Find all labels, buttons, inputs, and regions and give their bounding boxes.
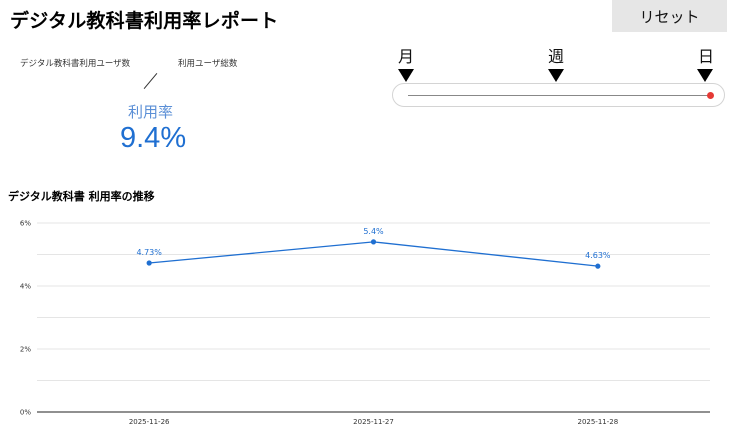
numerator-label: デジタル教科書利用ユーザ数 bbox=[20, 59, 131, 69]
data-label: 5.4% bbox=[363, 227, 384, 236]
rate-label: 利用率 bbox=[128, 103, 174, 121]
x-tick-label: 2025-11-28 bbox=[577, 418, 618, 426]
month-marker-icon bbox=[398, 69, 414, 82]
denominator-label: 利用ユーザ総数 bbox=[178, 59, 238, 69]
data-point bbox=[370, 239, 377, 245]
rate-value: 9.4% bbox=[120, 122, 187, 154]
reset-button[interactable]: リセット bbox=[612, 0, 727, 32]
data-label: 4.73% bbox=[136, 248, 162, 257]
x-tick-label: 2025-11-27 bbox=[353, 418, 394, 426]
y-tick-label: 0% bbox=[20, 409, 31, 417]
week-marker-icon bbox=[548, 69, 564, 82]
period-label-month[interactable]: 月 bbox=[398, 47, 415, 66]
period-slider[interactable] bbox=[392, 83, 725, 107]
page-title: デジタル教科書利用率レポート bbox=[10, 10, 279, 32]
fraction-divider bbox=[143, 73, 158, 89]
y-tick-label: 6% bbox=[20, 220, 31, 228]
data-point bbox=[146, 260, 152, 266]
day-marker-icon bbox=[697, 69, 713, 82]
data-label: 4.63% bbox=[585, 251, 611, 260]
period-label-day[interactable]: 日 bbox=[698, 47, 715, 66]
series-line bbox=[149, 241, 598, 267]
y-tick-label: 2% bbox=[20, 346, 31, 354]
slider-thumb[interactable] bbox=[706, 92, 714, 99]
chart-title: デジタル教科書 利用率の推移 bbox=[8, 190, 155, 203]
x-tick-label: 2025-11-26 bbox=[129, 418, 170, 426]
period-label-week[interactable]: 週 bbox=[548, 47, 565, 66]
slider-track[interactable] bbox=[408, 95, 708, 96]
y-tick-label: 4% bbox=[20, 283, 31, 291]
usage-rate-line-chart: 0% 2% 4% 6% 2025-11-26 2025-11-27 2025-11-28 4.… bbox=[20, 220, 710, 426]
data-point bbox=[595, 263, 601, 269]
